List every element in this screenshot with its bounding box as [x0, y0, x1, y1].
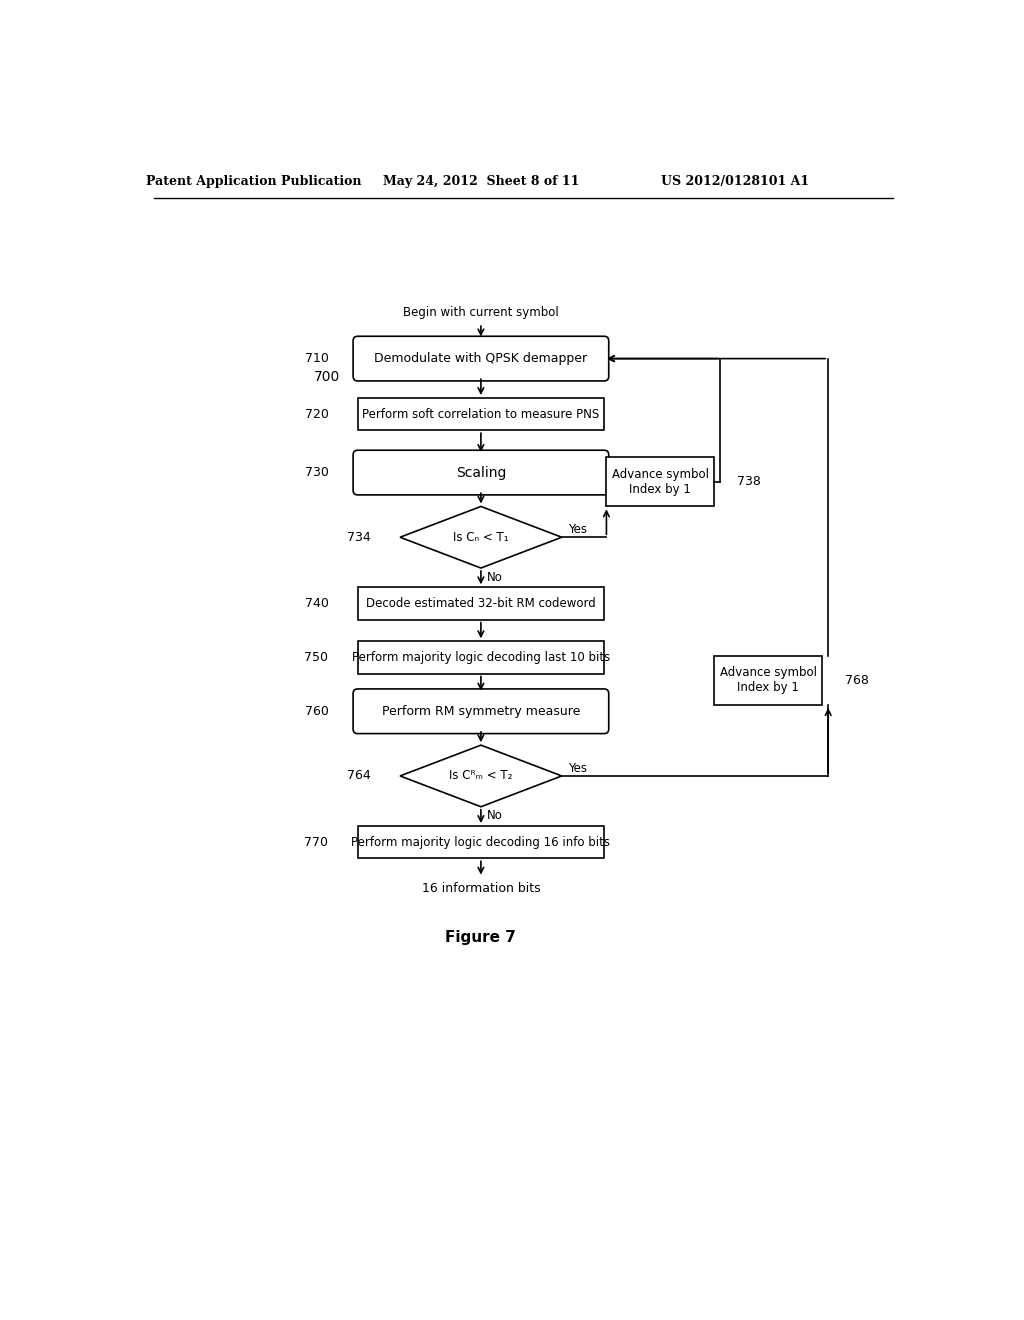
FancyBboxPatch shape — [357, 826, 604, 858]
Text: Decode estimated 32-bit RM codeword: Decode estimated 32-bit RM codeword — [366, 597, 596, 610]
Text: 700: 700 — [313, 370, 340, 384]
Text: Patent Application Publication: Patent Application Publication — [146, 176, 361, 187]
Text: Is Cₙ < T₁: Is Cₙ < T₁ — [453, 531, 509, 544]
Text: 750: 750 — [304, 651, 329, 664]
Text: Yes: Yes — [568, 762, 587, 775]
Text: US 2012/0128101 A1: US 2012/0128101 A1 — [660, 176, 809, 187]
FancyBboxPatch shape — [353, 337, 608, 381]
Text: 720: 720 — [304, 408, 329, 421]
Text: Begin with current symbol: Begin with current symbol — [403, 306, 559, 319]
FancyBboxPatch shape — [353, 689, 608, 734]
Text: Advance symbol
Index by 1: Advance symbol Index by 1 — [611, 467, 709, 496]
Text: Demodulate with QPSK demapper: Demodulate with QPSK demapper — [375, 352, 588, 366]
Text: 738: 738 — [737, 475, 761, 488]
Text: Perform RM symmetry measure: Perform RM symmetry measure — [382, 705, 581, 718]
Text: No: No — [487, 570, 503, 583]
Text: Perform majority logic decoding 16 info bits: Perform majority logic decoding 16 info … — [351, 836, 610, 849]
Text: 768: 768 — [845, 675, 869, 686]
Text: 760: 760 — [304, 705, 329, 718]
FancyBboxPatch shape — [606, 457, 714, 507]
Text: 730: 730 — [304, 466, 329, 479]
Polygon shape — [400, 744, 562, 807]
Text: 16 information bits: 16 information bits — [422, 882, 541, 895]
FancyBboxPatch shape — [357, 587, 604, 619]
Text: 734: 734 — [347, 531, 371, 544]
Text: 740: 740 — [304, 597, 329, 610]
Text: 770: 770 — [304, 836, 329, 849]
Text: 710: 710 — [304, 352, 329, 366]
Text: Perform majority logic decoding last 10 bits: Perform majority logic decoding last 10 … — [352, 651, 610, 664]
FancyBboxPatch shape — [353, 450, 608, 495]
Text: Yes: Yes — [568, 523, 587, 536]
FancyBboxPatch shape — [714, 656, 822, 705]
Text: 764: 764 — [347, 770, 371, 783]
Text: Perform soft correlation to measure PNS: Perform soft correlation to measure PNS — [362, 408, 599, 421]
Text: May 24, 2012  Sheet 8 of 11: May 24, 2012 Sheet 8 of 11 — [383, 176, 580, 187]
FancyBboxPatch shape — [357, 397, 604, 430]
Polygon shape — [400, 507, 562, 568]
Text: No: No — [487, 809, 503, 822]
Text: Is Cᴿₘ < T₂: Is Cᴿₘ < T₂ — [450, 770, 513, 783]
FancyBboxPatch shape — [357, 642, 604, 673]
Text: Scaling: Scaling — [456, 466, 506, 479]
Text: Advance symbol
Index by 1: Advance symbol Index by 1 — [720, 667, 816, 694]
Text: Figure 7: Figure 7 — [445, 931, 516, 945]
